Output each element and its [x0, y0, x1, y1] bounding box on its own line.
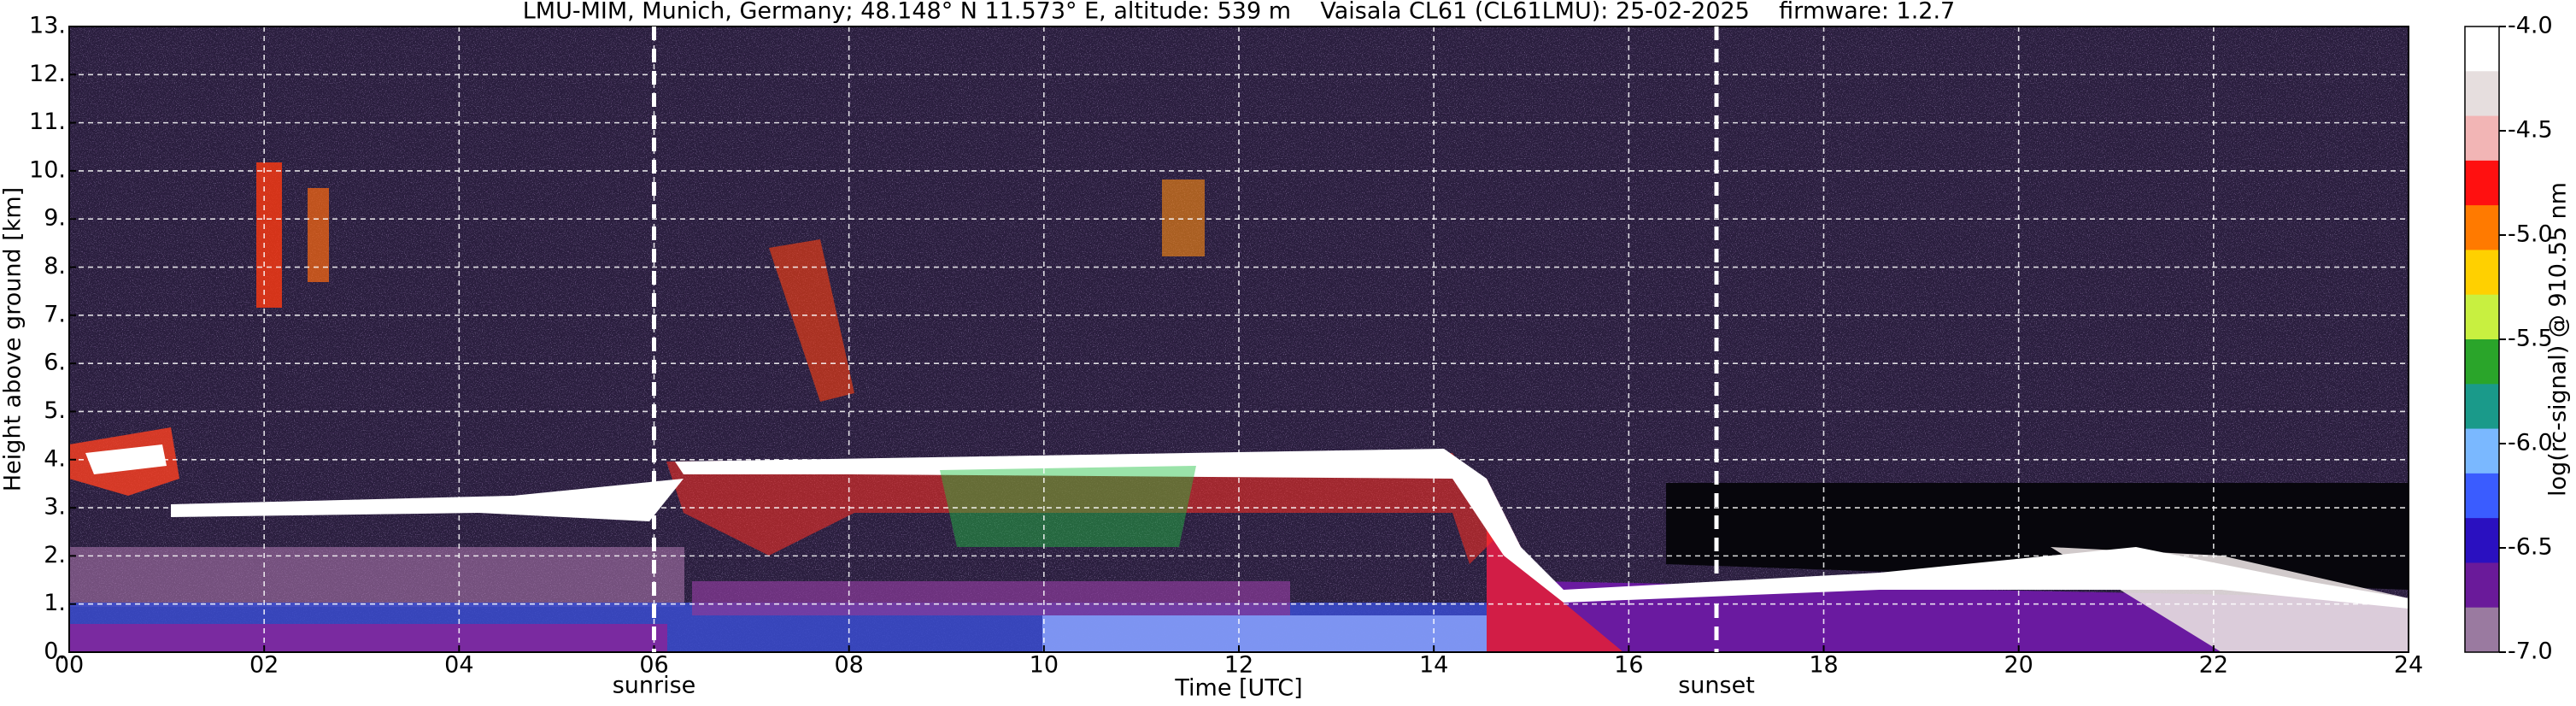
x-tick-label: 04	[444, 652, 473, 679]
colorbar-tick-label: -6.0	[2508, 430, 2553, 456]
colorbar-segment	[2465, 384, 2499, 430]
colorbar-tick-label: -4.5	[2508, 117, 2553, 144]
colorbar-segment	[2465, 339, 2499, 385]
colorbar-segment	[2465, 473, 2499, 519]
colorbar-tick-label: -5.5	[2508, 326, 2553, 352]
x-tick-label: 18	[1809, 652, 1838, 679]
x-tick-label: 02	[249, 652, 279, 679]
x-tick-label: 20	[2004, 652, 2033, 679]
colorbar-segment	[2465, 250, 2499, 296]
y-tick-label: 4.	[44, 445, 66, 472]
annotation-label: sunrise	[613, 673, 696, 699]
colorbar-label: log(rc-signal) @ 910.55 nm	[2545, 182, 2572, 497]
y-tick-label: 9.	[44, 205, 66, 232]
x-tick-label: 10	[1030, 652, 1059, 679]
x-tick-label: 08	[834, 652, 863, 679]
colorbar-segment	[2465, 160, 2499, 206]
y-tick-label: 13.	[29, 13, 66, 39]
colorbar-segment	[2465, 428, 2499, 474]
y-tick-label: 7.	[44, 301, 66, 327]
colorbar-segment	[2465, 26, 2499, 72]
y-tick-label: 11.	[29, 109, 66, 135]
y-tick-label: 5.	[44, 397, 66, 424]
colorbar-tick-label: -7.0	[2508, 638, 2553, 665]
colorbar-segment	[2465, 562, 2499, 609]
x-tick-label: 16	[1614, 652, 1643, 679]
y-tick-label: 3.	[44, 494, 66, 521]
colorbar	[2465, 26, 2499, 653]
colorbar-segment	[2465, 518, 2499, 563]
x-tick-label: 22	[2199, 652, 2228, 679]
x-tick-label: 06	[639, 652, 668, 679]
y-tick-label: 2.	[44, 542, 66, 568]
colorbar-tick-label: -6.5	[2508, 534, 2553, 561]
y-tick-label: 12.	[29, 61, 66, 87]
colorbar-segment	[2465, 71, 2499, 117]
colorbar-segment	[2465, 205, 2499, 250]
x-tick-label: 12	[1224, 652, 1253, 679]
colorbar-segment	[2465, 115, 2499, 162]
colorbar-tick-label: -4.0	[2508, 13, 2553, 39]
chart-title: LMU-MIM, Munich, Germany; 48.148° N 11.5…	[523, 0, 1956, 25]
x-axis-label: Time [UTC]	[1174, 675, 1302, 702]
colorbar-tick-label: -5.0	[2508, 221, 2553, 248]
y-tick-label: 6.	[44, 350, 66, 376]
x-tick-label: 24	[2394, 652, 2423, 679]
y-tick-label: 0.	[44, 638, 66, 665]
y-tick-label: 1.	[44, 590, 66, 616]
x-tick-label: 14	[1419, 652, 1448, 679]
y-axis-label: Height above ground [km]	[0, 187, 26, 491]
y-tick-label: 10.	[29, 156, 66, 183]
x-tick-label: 00	[55, 652, 84, 679]
colorbar-segment	[2465, 294, 2499, 340]
y-tick-label: 8.	[44, 253, 66, 279]
annotation-label: sunset	[1678, 673, 1755, 699]
colorbar-segment	[2465, 607, 2499, 653]
